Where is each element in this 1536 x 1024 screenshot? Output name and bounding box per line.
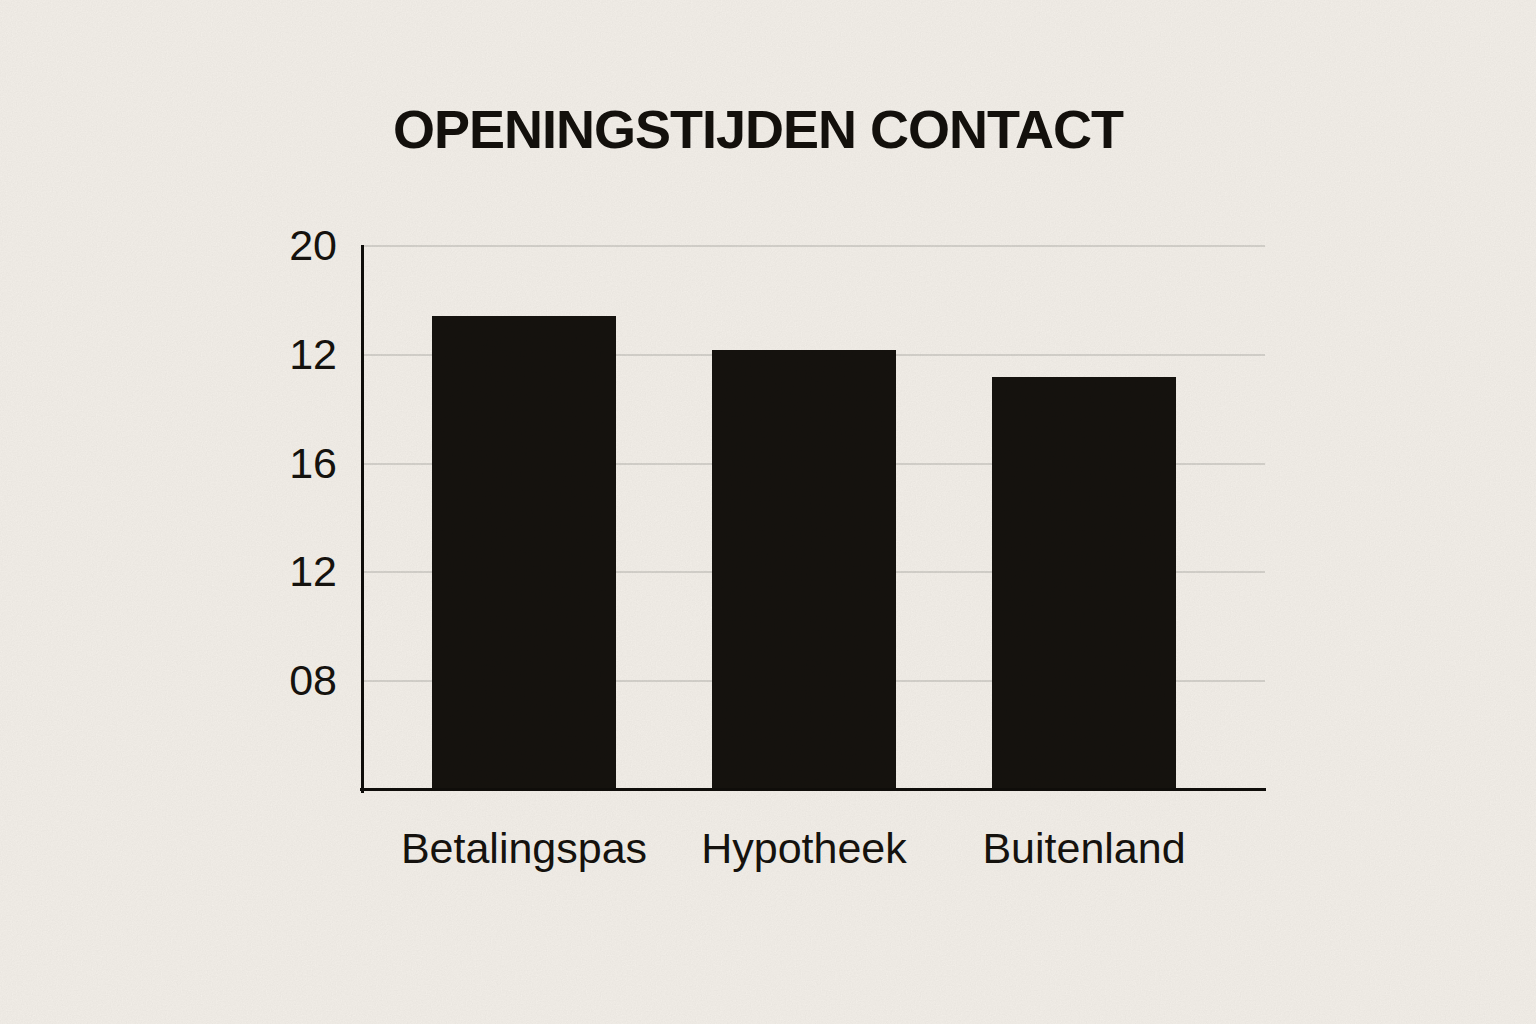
bar-hypotheek [712, 350, 896, 789]
y-axis-line [361, 245, 364, 793]
x-axis-label-hypotheek: Hypotheek [644, 824, 964, 872]
gridline [362, 245, 1265, 247]
y-tick-label: 12 [180, 548, 337, 594]
bar-chart-plot-area: 20 12 16 12 08 BetalingspasHypotheekBuitenla… [0, 0, 1536, 1024]
x-axis-label-betalingspas: Betalingspas [364, 824, 684, 872]
x-axis-label-buitenland: Buitenland [924, 824, 1244, 872]
x-axis-line [360, 788, 1266, 791]
y-tick-label: 20 [180, 222, 337, 268]
bar-betalingspas [432, 316, 616, 789]
y-tick-label: 12 [180, 331, 337, 377]
bar-buitenland [992, 377, 1176, 789]
y-tick-label: 08 [180, 657, 337, 703]
y-tick-label: 16 [180, 440, 337, 486]
